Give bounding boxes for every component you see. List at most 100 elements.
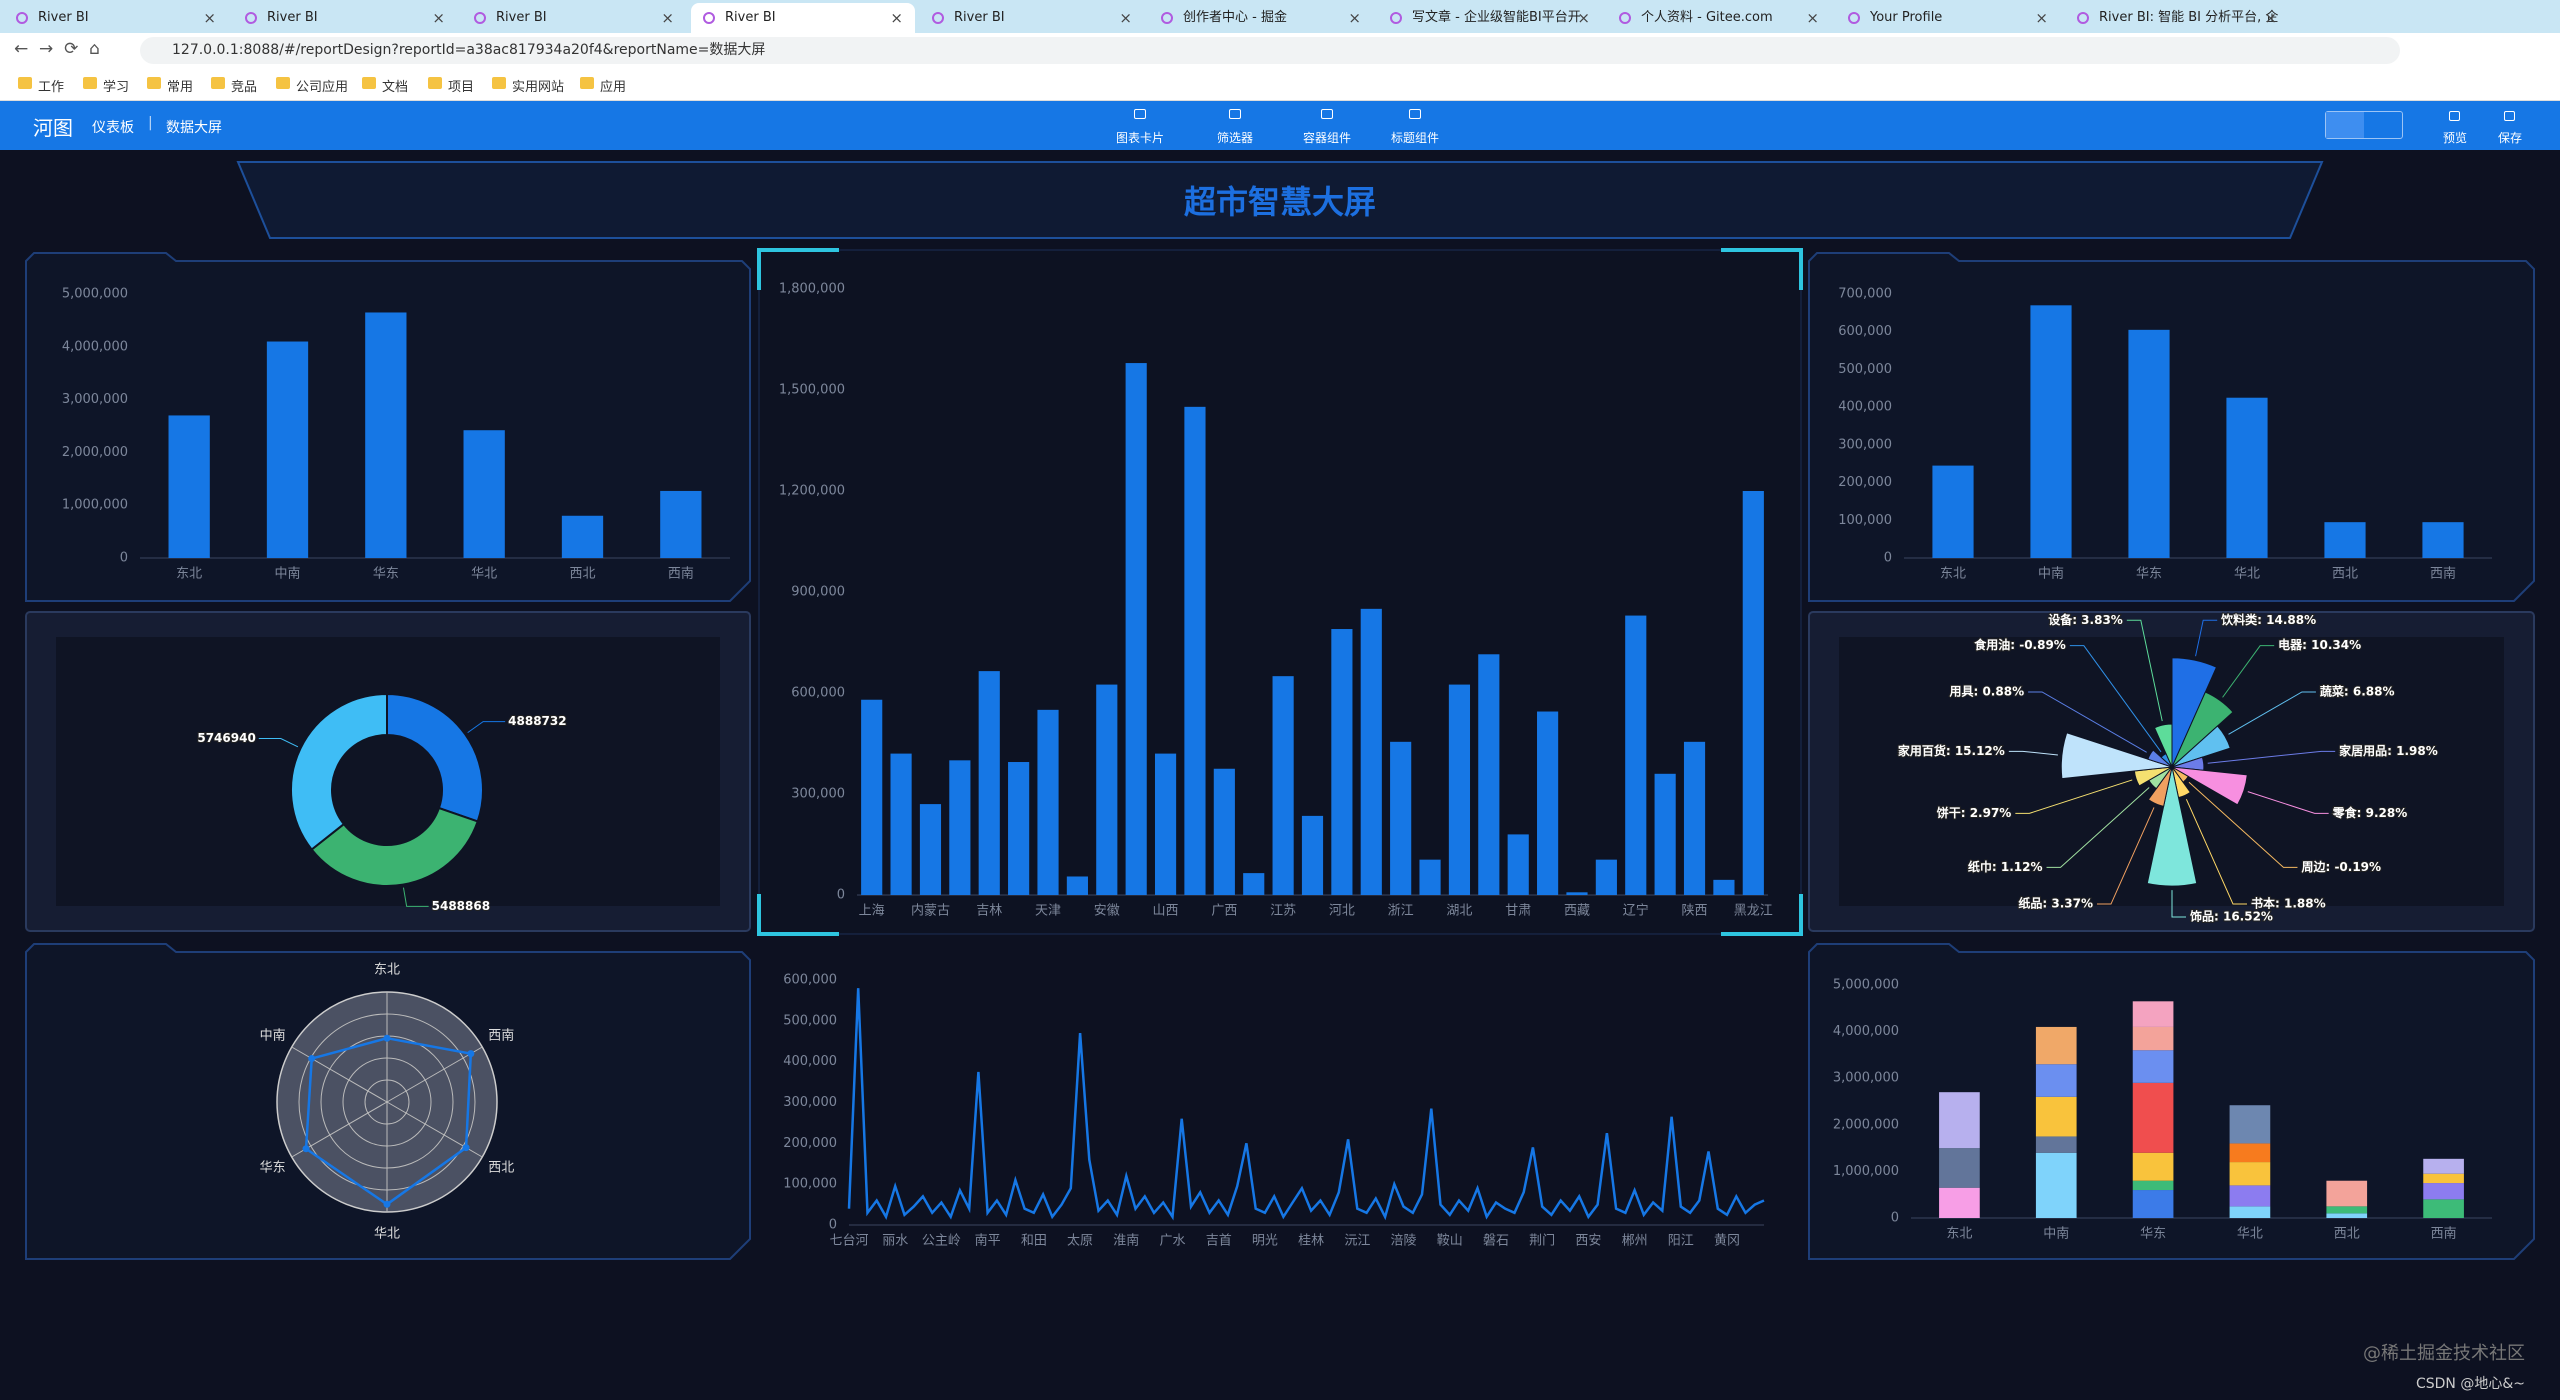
y-tick-label: 0: [1884, 551, 1892, 566]
bar: [1154, 753, 1177, 895]
bookmark[interactable]: 工作: [18, 76, 64, 95]
logo[interactable]: 河图: [33, 116, 73, 140]
bar-segment: [2132, 1190, 2174, 1218]
x-tick-label: 华北: [471, 567, 497, 582]
radar-axis-label: 东北: [374, 963, 400, 978]
x-tick-label: 甘肃: [1505, 904, 1531, 919]
data-label: 纸巾: 1.12%: [1968, 859, 2043, 874]
x-tick-label: 中南: [274, 566, 300, 582]
save-button[interactable]: 保存: [2497, 111, 2523, 145]
bar: [1566, 892, 1588, 895]
data-label: 食用油: -0.89%: [1973, 637, 2066, 652]
bar: [1478, 654, 1500, 895]
radar-spoke: [291, 1046, 388, 1103]
title-banner: [236, 161, 2324, 239]
bar-segment: [2132, 1152, 2174, 1181]
browser-tab[interactable]: River BI: [462, 3, 686, 33]
bar: [1360, 608, 1382, 895]
donut-slice: [310, 806, 479, 887]
browser-tab[interactable]: River BI: [233, 3, 457, 33]
nav-buttons[interactable]: ← → ⟳ ⌂: [14, 39, 100, 59]
browser-tab[interactable]: River BI: [4, 3, 228, 33]
x-tick-label: 山西: [1153, 904, 1179, 919]
data-label: 家用百货: 15.12%: [1898, 743, 2005, 758]
browser-tab[interactable]: 个人资料 - Gitee.com: [1607, 3, 1831, 33]
x-tick-label: 丽水: [882, 1234, 908, 1249]
label-leader: [2185, 799, 2248, 905]
bar-segment: [2132, 1082, 2174, 1153]
browser-tab[interactable]: River BI: [920, 3, 1144, 33]
bookmark[interactable]: 项目: [428, 76, 474, 95]
x-tick-label: 华北: [2237, 1227, 2263, 1242]
x-tick-label: 鞍山: [1437, 1233, 1463, 1249]
y-tick-label: 500,000: [783, 1013, 837, 1028]
x-tick-label: 中南: [2038, 566, 2064, 582]
browser-tab[interactable]: Your Profile: [1836, 3, 2060, 33]
rose-slice: [2171, 766, 2248, 806]
x-tick-label: 黑龙江: [1734, 904, 1773, 919]
radar-point: [308, 1055, 316, 1063]
x-tick-label: 阳江: [1668, 1234, 1694, 1249]
toolbar-button[interactable]: 图表卡片: [1115, 109, 1165, 145]
preview-button[interactable]: 预览: [2442, 111, 2468, 145]
nav-link[interactable]: 数据大屏: [166, 120, 222, 136]
donut-slice: [386, 692, 484, 823]
x-tick-label: 安徽: [1094, 904, 1120, 919]
label-leader: [2008, 750, 2058, 756]
y-tick-label: 200,000: [783, 1136, 837, 1151]
bookmarks-bar: 工作 学习 常用 竞品 公司应用 文档 项目 实用网站 应用: [0, 68, 2560, 101]
nav-link[interactable]: 仪表板: [92, 120, 134, 136]
bar: [365, 312, 407, 558]
bar: [919, 804, 942, 895]
browser-tab[interactable]: River BI: 智能 BI 分析平台, 企: [2065, 3, 2289, 33]
url-field[interactable]: 127.0.0.1:8088/#/reportDesign?reportId=a…: [140, 37, 2400, 64]
bar-segment: [2035, 1152, 2077, 1218]
bar-segment: [1939, 1092, 1980, 1149]
x-tick-label: 天津: [1035, 904, 1061, 919]
y-tick-label: 600,000: [791, 686, 845, 701]
corner-ornament: [757, 248, 839, 290]
radar-axis-label: 西南: [488, 1028, 514, 1044]
bookmark[interactable]: 公司应用: [276, 76, 348, 95]
bar: [861, 699, 883, 895]
x-tick-label: 沅江: [1344, 1234, 1370, 1249]
bar: [1272, 676, 1294, 895]
bar-segment: [2132, 1026, 2174, 1051]
bar: [1008, 762, 1030, 895]
x-tick-label: 西南: [2430, 566, 2456, 582]
data-label: 书本: 1.88%: [2251, 896, 2326, 911]
browser-tab[interactable]: 写文章 - 企业级智能BI平台开: [1378, 3, 1602, 33]
bookmark[interactable]: 应用: [580, 76, 626, 95]
bar-segment: [2326, 1213, 2368, 1218]
x-tick-label: 辽宁: [1623, 903, 1649, 919]
y-tick-label: 100,000: [1838, 513, 1892, 528]
bookmark[interactable]: 实用网站: [492, 76, 564, 95]
bar: [1125, 363, 1147, 896]
bar: [890, 753, 912, 895]
browser-tab[interactable]: River BI: [691, 3, 915, 33]
radar-point: [467, 1050, 475, 1058]
x-tick-label: 江苏: [1270, 903, 1296, 919]
y-tick-label: 5,000,000: [1833, 978, 1899, 993]
line-series: [847, 988, 1765, 1221]
panel-frame: [1808, 252, 2535, 602]
bar: [1301, 815, 1324, 895]
y-tick-label: 2,000,000: [62, 445, 128, 460]
desktop-toggle[interactable]: [2326, 112, 2364, 138]
radar-axis-label: 华东: [260, 1161, 286, 1176]
x-tick-label: 吉林: [976, 904, 1002, 919]
bookmark[interactable]: 文档: [362, 76, 408, 95]
x-tick-label: 西藏: [1564, 904, 1590, 919]
toolbar-button[interactable]: 容器组件: [1302, 109, 1352, 145]
browser-tab-bar: River BIRiver BIRiver BIRiver BIRiver BI…: [0, 0, 2560, 33]
toolbar-button[interactable]: 标题组件: [1390, 109, 1440, 145]
x-tick-label: 广水: [1159, 1234, 1185, 1249]
device-toggle[interactable]: [2325, 111, 2403, 139]
bookmark[interactable]: 竞品: [211, 76, 257, 95]
bar-segment: [2035, 1096, 2077, 1137]
bookmark[interactable]: 常用: [147, 76, 193, 95]
toolbar-button[interactable]: 筛选器: [1216, 109, 1254, 145]
bookmark[interactable]: 学习: [83, 76, 129, 95]
browser-tab[interactable]: 创作者中心 - 掘金: [1149, 3, 1373, 33]
